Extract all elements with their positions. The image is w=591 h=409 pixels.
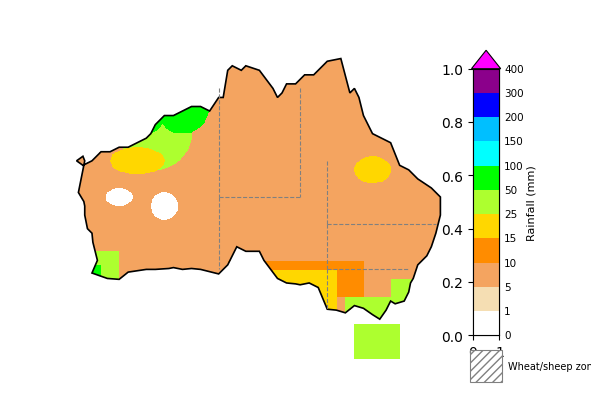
Text: 15: 15 — [504, 234, 517, 244]
Text: Wheat/sheep zone: Wheat/sheep zone — [508, 361, 591, 371]
Text: 5: 5 — [504, 282, 511, 292]
Text: 300: 300 — [504, 89, 524, 99]
Text: 25: 25 — [504, 209, 517, 220]
Text: 150: 150 — [504, 137, 524, 147]
Text: 400: 400 — [504, 65, 524, 74]
Text: 10: 10 — [504, 258, 517, 268]
Text: Rainfall (mm): Rainfall (mm) — [527, 165, 537, 240]
Text: 200: 200 — [504, 113, 524, 123]
Text: 1: 1 — [504, 306, 511, 316]
Text: 100: 100 — [504, 161, 524, 171]
Text: 0: 0 — [504, 330, 511, 340]
Text: 50: 50 — [504, 185, 517, 196]
